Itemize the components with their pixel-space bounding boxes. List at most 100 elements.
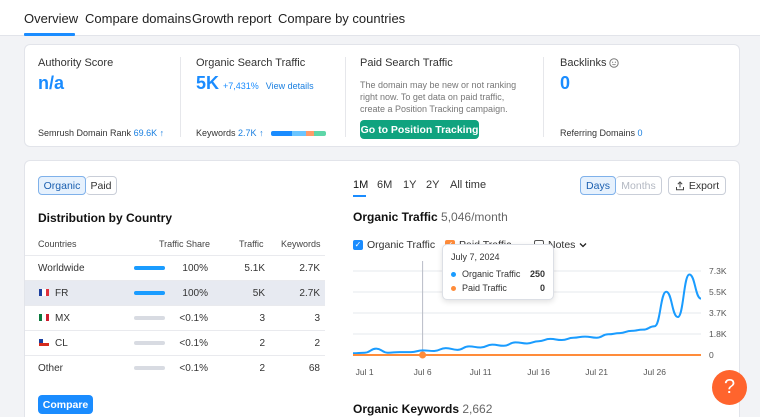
keywords-distribution-bar xyxy=(271,131,326,136)
share-bar xyxy=(134,291,165,295)
days-toggle[interactable]: Days xyxy=(580,176,616,195)
organic-traffic-chart-title: Organic Traffic xyxy=(353,210,438,224)
keywords-value[interactable]: 3 xyxy=(314,313,320,324)
tab-compare-by-countries[interactable]: Compare by countries xyxy=(278,11,406,26)
referring-domains: Referring Domains 0 xyxy=(560,128,643,138)
period-all-time[interactable]: All time xyxy=(450,179,487,191)
organic-dot-icon xyxy=(451,271,456,277)
x-tick-label: Jul 26 xyxy=(643,367,666,377)
keywords-value[interactable]: 2.7K xyxy=(299,288,320,299)
active-period-indicator xyxy=(353,195,366,197)
export-button[interactable]: Export xyxy=(668,176,726,195)
authority-score-value: n/a xyxy=(38,73,65,93)
backlinks-label: Backlinks xyxy=(560,57,607,69)
keywords-value[interactable]: 2 xyxy=(314,338,320,349)
share-value: <0.1% xyxy=(179,363,208,374)
x-tick-label: Jul 6 xyxy=(414,367,432,377)
table-row[interactable]: FR 100% 5K 2.7K xyxy=(25,280,325,305)
share-value: 100% xyxy=(182,288,208,299)
country-name: CL xyxy=(55,338,68,349)
period-1m[interactable]: 1M xyxy=(353,179,369,191)
table-row[interactable]: MX <0.1% 3 3 xyxy=(25,305,325,330)
share-bar xyxy=(134,366,165,370)
referring-domains-label: Referring Domains xyxy=(560,128,636,138)
go-to-position-tracking-button[interactable]: Go to Position Tracking xyxy=(360,120,479,139)
active-tab-indicator xyxy=(24,33,75,36)
col-keywords: Keywords xyxy=(281,239,321,249)
tooltip-organic-value: 250 xyxy=(529,269,545,279)
tooltip-row-paid: Paid Traffic 0 xyxy=(451,281,545,295)
x-tick-label: Jul 16 xyxy=(527,367,550,377)
x-tick-label: Jul 21 xyxy=(585,367,608,377)
traffic-value[interactable]: 3 xyxy=(259,313,265,324)
backlinks-header: Backlinks xyxy=(560,57,620,69)
period-2y[interactable]: 2Y xyxy=(426,179,440,191)
organic-toggle[interactable]: Organic xyxy=(38,176,86,195)
tab-growth-report[interactable]: Growth report xyxy=(192,11,272,26)
domain-rank: Semrush Domain Rank 69.6K ↑ xyxy=(38,128,164,138)
keywords-value: 68 xyxy=(308,363,320,374)
domain-rank-label: Semrush Domain Rank xyxy=(38,128,132,138)
country-name: MX xyxy=(55,313,70,324)
organic-traffic-change: +7,431% xyxy=(223,81,259,91)
view-details-link[interactable]: View details xyxy=(265,81,314,91)
paid-toggle[interactable]: Paid xyxy=(86,176,117,195)
tab-overview[interactable]: Overview xyxy=(24,11,79,26)
paid-dot-icon xyxy=(451,285,456,291)
traffic-value[interactable]: 2 xyxy=(259,338,265,349)
organic-traffic-label: Organic Search Traffic xyxy=(196,57,306,69)
chevron-down-icon xyxy=(579,242,587,248)
question-mark-icon: ? xyxy=(723,376,736,398)
compare-button[interactable]: Compare xyxy=(38,395,93,414)
chile-flag-icon xyxy=(39,339,49,346)
summary-card: Authority Score n/a Semrush Domain Rank … xyxy=(24,44,740,147)
traffic-value: 5.1K xyxy=(244,263,265,274)
period-1y[interactable]: 1Y xyxy=(403,179,417,191)
keywords-up-arrow-icon: ↑ xyxy=(259,128,264,138)
share-bar xyxy=(134,316,165,320)
keywords-value[interactable]: 2.7K xyxy=(238,128,257,138)
share-value: <0.1% xyxy=(179,313,208,324)
period-6m[interactable]: 6M xyxy=(377,179,393,191)
referring-domains-value[interactable]: 0 xyxy=(637,128,643,138)
organic-traffic-value[interactable]: 5K xyxy=(196,73,220,93)
legend-organic[interactable]: ✓ Organic Traffic xyxy=(353,239,435,251)
organic-keywords-title: Organic Keywords 2,662 xyxy=(353,402,492,416)
checkbox-checked-icon: ✓ xyxy=(353,240,363,250)
backlinks-info-icon[interactable] xyxy=(609,58,620,68)
top-tabs: Overview Compare domains Growth report C… xyxy=(0,0,760,36)
x-tick-label: Jul 11 xyxy=(470,367,492,377)
domain-rank-value[interactable]: 69.6K xyxy=(133,128,158,138)
country-name: FR xyxy=(55,288,69,299)
tooltip-paid-value: 0 xyxy=(539,283,545,293)
table-row[interactable]: CL <0.1% 2 2 xyxy=(25,330,325,355)
tooltip-date: July 7, 2024 xyxy=(451,252,500,262)
organic-traffic-chart[interactable]: 7.3K 5.5K 3.7K 1.8K 0 Jul 1 Jul 6 Jul 11 Jul 16 J… xyxy=(351,259,741,377)
rank-up-arrow-icon: ↑ xyxy=(159,128,165,138)
divider xyxy=(345,57,346,137)
traffic-value[interactable]: 5K xyxy=(252,288,265,299)
chart-tooltip: July 7, 2024 Organic Traffic 250 Paid Tr… xyxy=(442,244,554,300)
col-traffic-share: Traffic Share xyxy=(159,239,211,249)
keywords-summary: Keywords 2.7K ↑ xyxy=(196,128,264,138)
col-traffic: Traffic xyxy=(239,239,264,249)
months-toggle[interactable]: Months xyxy=(616,176,662,195)
country-name: Other xyxy=(38,363,64,374)
table-row[interactable]: Other <0.1% 2 68 xyxy=(25,355,325,380)
table-row[interactable]: Worldwide 100% 5.1K 2.7K xyxy=(25,255,325,280)
share-value: 100% xyxy=(182,263,208,274)
paid-hover-point xyxy=(419,351,427,359)
share-value: <0.1% xyxy=(179,338,208,349)
mexico-flag-icon xyxy=(39,314,49,321)
y-tick-label: 5.5K xyxy=(709,287,727,297)
tooltip-row-organic: Organic Traffic 250 xyxy=(451,267,545,281)
backlinks-value[interactable]: 0 xyxy=(560,73,571,93)
help-button[interactable]: ? xyxy=(712,370,747,405)
legend-notes-label: Notes xyxy=(548,239,576,251)
y-tick-label: 0 xyxy=(709,350,714,360)
y-tick-label: 1.8K xyxy=(709,329,727,339)
keywords-label: Keywords xyxy=(196,128,236,138)
tooltip-paid-label: Paid Traffic xyxy=(462,283,507,293)
divider xyxy=(543,57,544,137)
tab-compare-domains[interactable]: Compare domains xyxy=(85,11,192,26)
